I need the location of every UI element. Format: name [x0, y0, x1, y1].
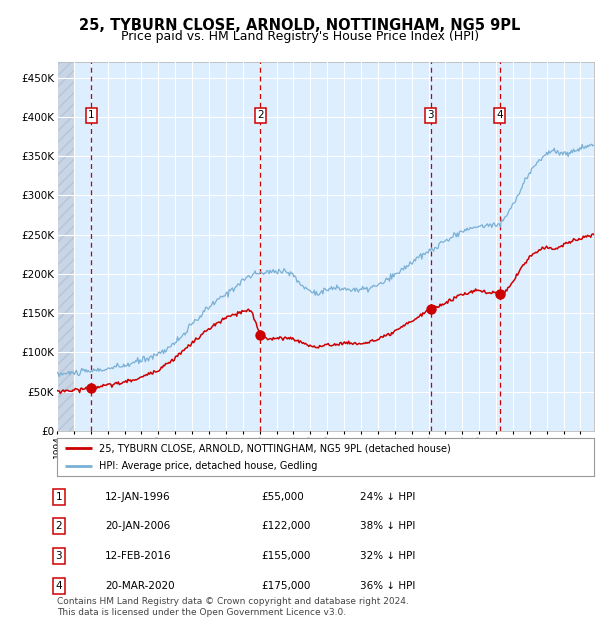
Text: 20-MAR-2020: 20-MAR-2020 [105, 581, 175, 591]
Text: 25, TYBURN CLOSE, ARNOLD, NOTTINGHAM, NG5 9PL (detached house): 25, TYBURN CLOSE, ARNOLD, NOTTINGHAM, NG… [99, 443, 451, 453]
Text: 3: 3 [427, 110, 434, 120]
Text: £55,000: £55,000 [261, 492, 304, 502]
Text: 36% ↓ HPI: 36% ↓ HPI [360, 581, 415, 591]
Text: £175,000: £175,000 [261, 581, 310, 591]
Text: 38% ↓ HPI: 38% ↓ HPI [360, 521, 415, 531]
Text: £155,000: £155,000 [261, 551, 310, 561]
Text: HPI: Average price, detached house, Gedling: HPI: Average price, detached house, Gedl… [99, 461, 317, 471]
Text: Contains HM Land Registry data © Crown copyright and database right 2024.
This d: Contains HM Land Registry data © Crown c… [57, 598, 409, 617]
Text: 25, TYBURN CLOSE, ARNOLD, NOTTINGHAM, NG5 9PL: 25, TYBURN CLOSE, ARNOLD, NOTTINGHAM, NG… [79, 18, 521, 33]
Text: 3: 3 [55, 551, 62, 561]
Text: £122,000: £122,000 [261, 521, 310, 531]
Text: 2: 2 [257, 110, 264, 120]
Text: 12-JAN-1996: 12-JAN-1996 [105, 492, 170, 502]
Text: 2: 2 [55, 521, 62, 531]
Text: 32% ↓ HPI: 32% ↓ HPI [360, 551, 415, 561]
Text: 1: 1 [55, 492, 62, 502]
Text: 4: 4 [55, 581, 62, 591]
Text: 4: 4 [496, 110, 503, 120]
Text: 12-FEB-2016: 12-FEB-2016 [105, 551, 172, 561]
Text: 1: 1 [88, 110, 95, 120]
Text: Price paid vs. HM Land Registry's House Price Index (HPI): Price paid vs. HM Land Registry's House … [121, 30, 479, 43]
Text: 24% ↓ HPI: 24% ↓ HPI [360, 492, 415, 502]
Text: 20-JAN-2006: 20-JAN-2006 [105, 521, 170, 531]
